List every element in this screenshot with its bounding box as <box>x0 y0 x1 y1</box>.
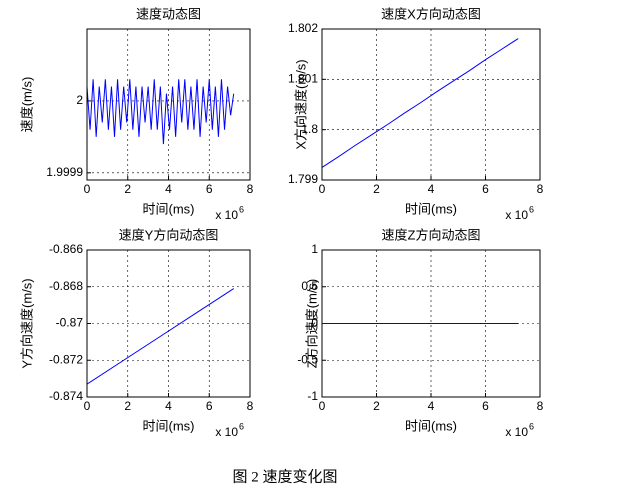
x-tick-label: 2 <box>124 399 131 413</box>
x-tick-label: 2 <box>373 399 380 413</box>
data-line <box>86 288 234 385</box>
x-tick-label: 8 <box>247 399 254 413</box>
chart-title: 速度Y方向动态图 <box>119 227 219 242</box>
x-scale-label: x 10 <box>505 425 528 439</box>
x-scale-exponent: 6 <box>529 204 534 214</box>
x-tick-label: 8 <box>537 182 544 196</box>
caption: 图 2 速度变化图 <box>232 468 337 485</box>
chart-title: 速度Z方向动态图 <box>382 227 481 242</box>
x-scale-label: x 10 <box>505 208 528 222</box>
x-tick-label: 2 <box>373 182 380 196</box>
y-tick-label: 1.799 <box>288 172 318 186</box>
x-tick-label: 6 <box>206 182 213 196</box>
x-tick-label: 4 <box>165 182 172 196</box>
chart-title: 速度动态图 <box>136 6 201 21</box>
axes-box <box>321 28 541 181</box>
y-axis-label: 速度(m/s) <box>19 77 34 133</box>
x-scale-exponent: 6 <box>239 421 244 431</box>
y-tick-label: 0.5 <box>301 279 318 293</box>
x-tick-label: 6 <box>206 399 213 413</box>
data-line <box>86 79 235 145</box>
y-tick-label: -0.5 <box>297 352 318 366</box>
y-tick-label: -0.866 <box>49 242 83 256</box>
x-scale-exponent: 6 <box>529 421 534 431</box>
y-tick-label: 1.9999 <box>46 165 83 179</box>
x-tick-label: 0 <box>84 182 91 196</box>
x-tick-label: 2 <box>124 182 131 196</box>
y-tick-label: 1.8 <box>301 122 318 136</box>
axes-box <box>86 249 251 398</box>
y-tick-label: 0 <box>311 316 318 330</box>
x-axis-label: 时间(ms) <box>405 201 457 216</box>
y-axis-label: X方向速度(m/s) <box>293 59 308 149</box>
y-tick-label: 1.801 <box>288 72 318 86</box>
x-tick-label: 0 <box>319 399 326 413</box>
x-scale-label: x 10 <box>215 425 238 439</box>
y-tick-label: 2 <box>76 93 83 107</box>
x-tick-label: 8 <box>247 182 254 196</box>
axes-box <box>321 249 541 398</box>
x-scale-label: x 10 <box>215 208 238 222</box>
data-line <box>321 38 519 168</box>
x-tick-label: 4 <box>428 399 435 413</box>
x-tick-label: 0 <box>84 399 91 413</box>
x-tick-label: 4 <box>165 399 172 413</box>
y-tick-label: -0.874 <box>49 389 83 403</box>
x-tick-label: 8 <box>537 399 544 413</box>
x-tick-label: 6 <box>482 399 489 413</box>
chart-title: 速度X方向动态图 <box>381 6 481 21</box>
x-axis-label: 时间(ms) <box>143 201 195 216</box>
y-tick-label: 1 <box>311 242 318 256</box>
y-axis-label: Y方向速度(m/s) <box>19 278 34 368</box>
y-axis-label: Z方向速度(m/s) <box>304 279 319 369</box>
y-tick-label: -0.868 <box>49 279 83 293</box>
axes-box <box>86 28 251 181</box>
x-scale-exponent: 6 <box>239 204 244 214</box>
y-tick-label: -0.872 <box>49 352 83 366</box>
x-tick-label: 4 <box>428 182 435 196</box>
y-tick-label: -0.87 <box>56 316 84 330</box>
x-axis-label: 时间(ms) <box>143 418 195 433</box>
x-axis-label: 时间(ms) <box>405 418 457 433</box>
x-tick-label: 0 <box>319 182 326 196</box>
y-tick-label: -1 <box>307 389 318 403</box>
y-tick-label: 1.802 <box>288 21 318 35</box>
x-tick-label: 6 <box>482 182 489 196</box>
